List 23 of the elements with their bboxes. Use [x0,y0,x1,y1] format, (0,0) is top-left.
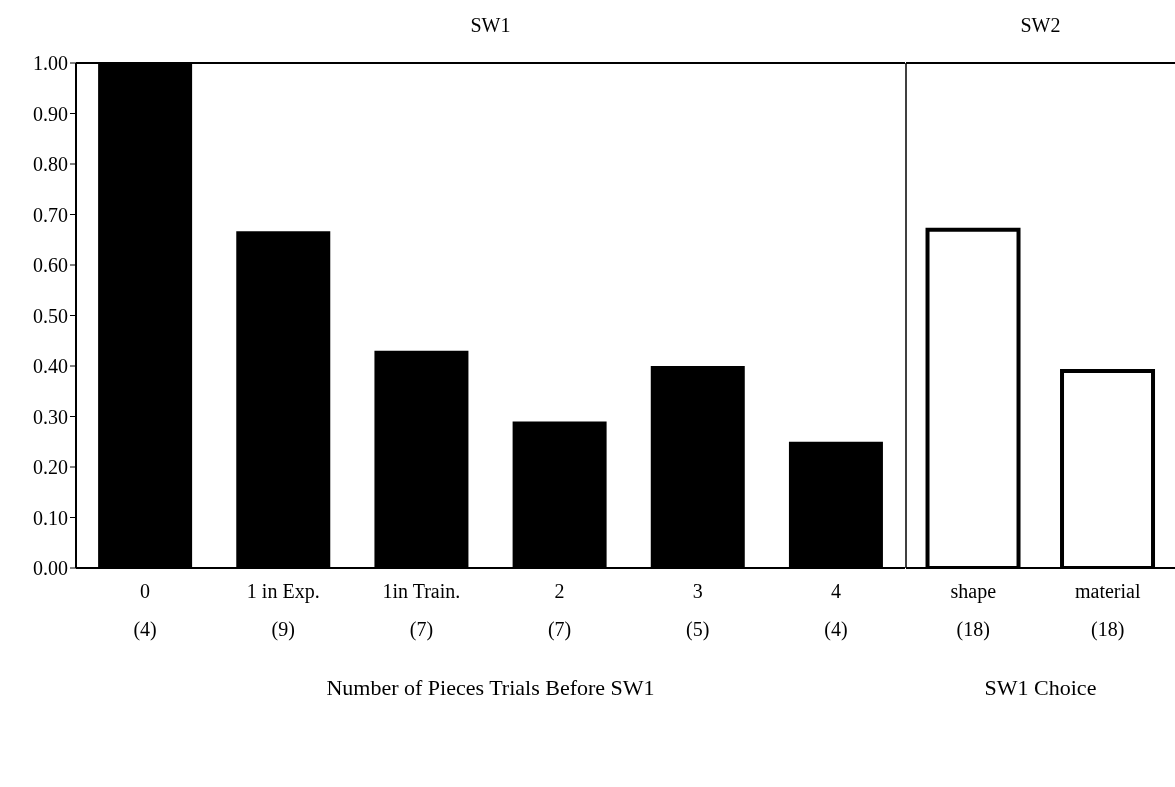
y-tick-label: 0.70 [33,203,68,226]
y-tick-label: 1.00 [33,52,68,75]
y-tick-label: 0.90 [33,102,68,125]
y-tick-label: 0.60 [33,254,68,277]
x-tick-label: 0 (4) [133,580,157,641]
x-tick-label: 4 (4) [824,580,848,641]
x-tick-label: 2 (7) [547,580,572,641]
x-tick-label: 1in Train. (7) [382,580,461,641]
x-tick-label: 3 (5) [686,580,710,641]
x-axis-title: SW1 Choice [983,674,1098,702]
y-tick-label: 0.80 [33,153,68,176]
x-tick-label: material (18) [1074,580,1141,641]
y-tick-label: 0.10 [33,506,68,529]
chart-title: SW1 [469,13,512,38]
chart-title: SW2 [1019,13,1062,38]
y-tick-label: 0.30 [33,405,68,428]
x-tick-label: shape (18) [950,580,997,641]
y-tick-label: 0.00 [33,557,68,580]
x-axis-title: Number of Pieces Trials Before SW1 [325,674,656,702]
y-tick-label: 0.20 [33,456,68,479]
y-tick-label: 0.40 [33,355,68,378]
y-tick-label: 0.50 [33,304,68,327]
x-tick-label: 1 in Exp. (9) [246,580,320,641]
